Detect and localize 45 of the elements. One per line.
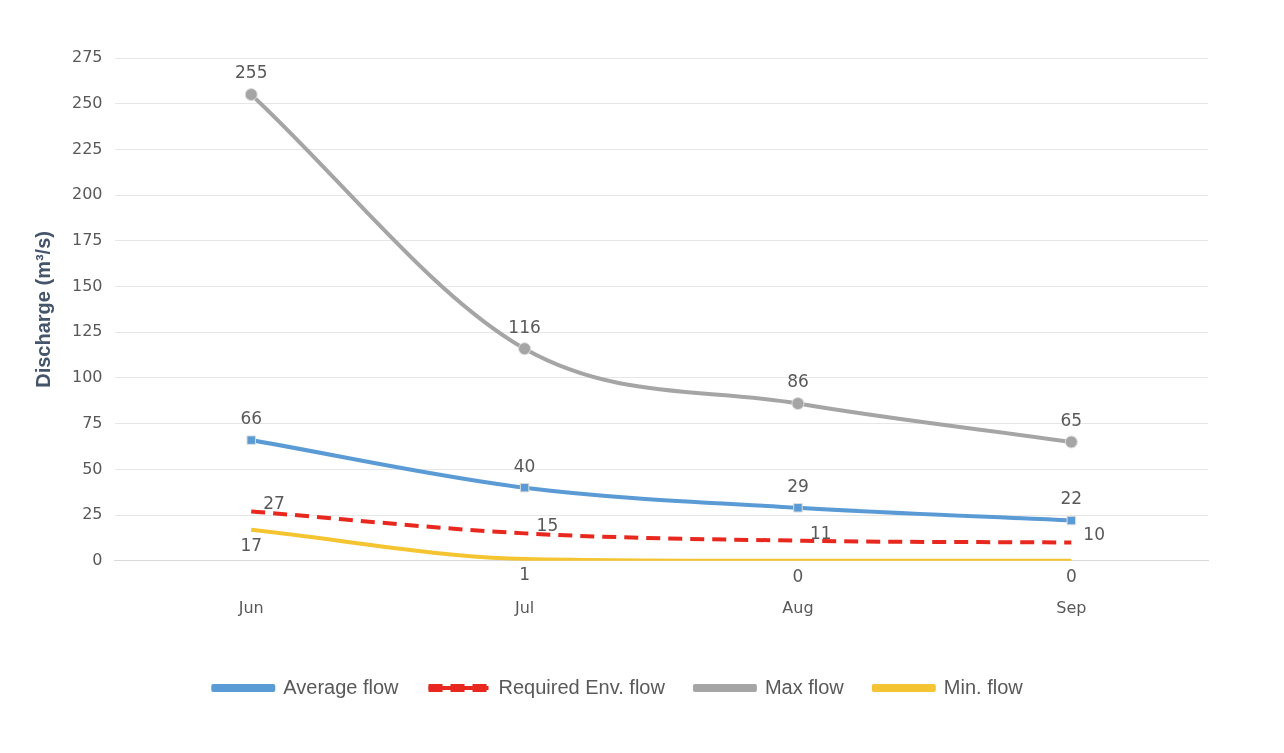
data-label: 1	[519, 563, 530, 584]
y-tick-label: 25	[82, 504, 103, 524]
data-label: 15	[536, 515, 559, 536]
data-label: 10	[1083, 524, 1105, 545]
point	[519, 482, 530, 493]
point	[1064, 435, 1078, 449]
x-tick-label: Aug	[782, 597, 814, 617]
data-label: 66	[240, 408, 263, 429]
point	[518, 342, 532, 356]
point	[244, 88, 258, 102]
y-tick-label: 225	[71, 138, 103, 158]
data-label: 11	[809, 522, 832, 543]
y-tick-label: 75	[82, 412, 103, 432]
data-label: 86	[787, 371, 809, 392]
data-label: 17	[240, 534, 263, 555]
x-tick-label: Sep	[1056, 597, 1087, 617]
data-label: 65	[1060, 409, 1083, 430]
legend-label: Required Env. flow	[498, 675, 666, 698]
legend-label: Average flow	[283, 675, 400, 698]
y-tick-label: 50	[82, 458, 103, 478]
data-label: 0	[792, 565, 804, 586]
data-label: 27	[263, 493, 285, 514]
point	[246, 435, 256, 445]
y-tick-label: 250	[71, 92, 103, 112]
y-tick-label: 125	[71, 321, 103, 341]
data-label: 116	[508, 316, 541, 337]
legend-label: Max flow	[764, 675, 845, 698]
data-label: 22	[1060, 488, 1083, 509]
data-label: 0	[1065, 565, 1077, 586]
x-tick-label: Jun	[237, 597, 264, 617]
y-tick-label: 100	[71, 367, 103, 387]
y-tick-label: 200	[71, 184, 103, 204]
point	[791, 397, 805, 411]
y-axis-title: Discharge (m³/s)	[31, 231, 54, 388]
y-tick-label: 150	[71, 275, 103, 295]
y-tick-label: 175	[71, 229, 103, 249]
data-label: 40	[513, 455, 536, 476]
legend-label: Min. flow	[943, 675, 1024, 698]
data-label: 255	[235, 62, 268, 83]
point	[1066, 515, 1077, 526]
point	[793, 503, 803, 513]
y-tick-label: 0	[92, 549, 103, 569]
x-tick-label: Jul	[513, 597, 535, 617]
y-tick-label: 275	[71, 47, 103, 67]
data-label: 29	[787, 475, 809, 496]
